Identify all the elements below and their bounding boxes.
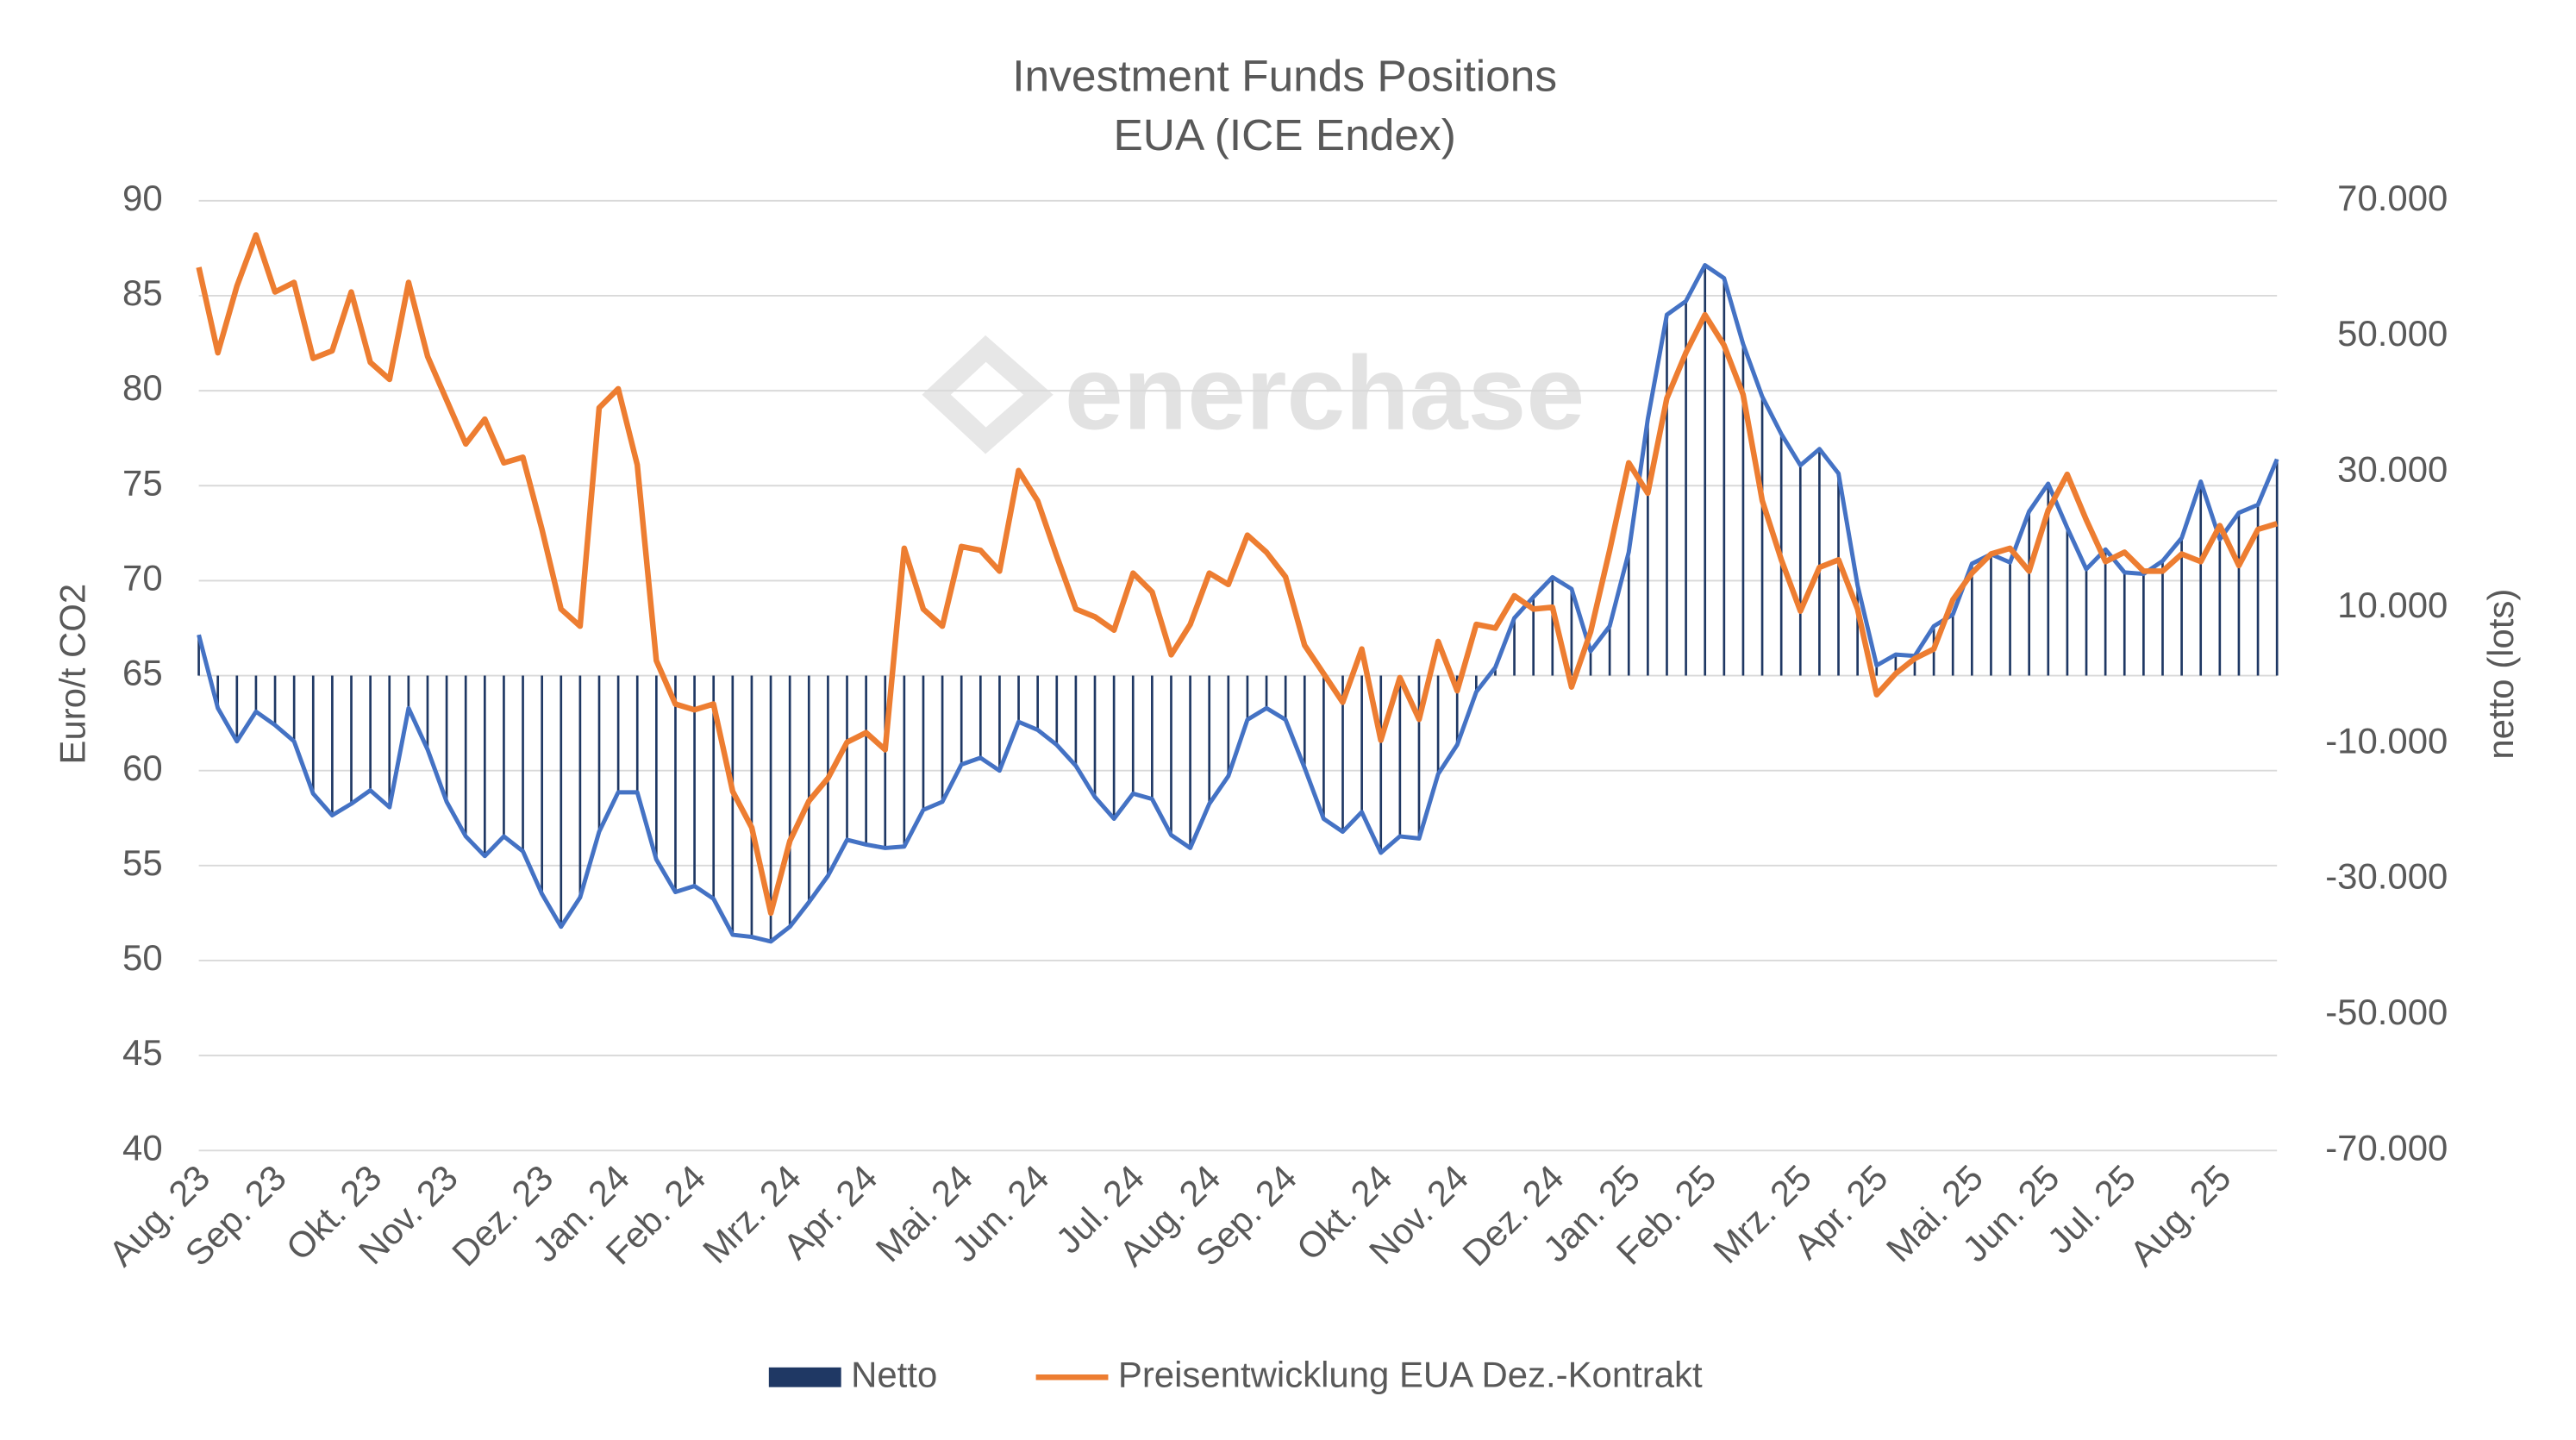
y-tick-label: 70 xyxy=(122,557,163,598)
y2-tick-label: 50.000 xyxy=(2337,313,2448,354)
line xyxy=(197,263,2279,944)
y-tick-label: 85 xyxy=(122,272,163,313)
y-tick-label: 50 xyxy=(122,937,163,978)
line xyxy=(196,232,2279,917)
y-tick-label: 55 xyxy=(122,842,163,883)
y-tick-label: 90 xyxy=(122,178,163,218)
watermark-icon xyxy=(922,335,1054,454)
y-tick-label: 80 xyxy=(122,367,163,408)
legend-swatch xyxy=(768,1367,841,1387)
legend-label: Preisentwicklung EUA Dez.-Kontrakt xyxy=(1118,1354,1703,1394)
y2-tick-label: -10.000 xyxy=(2325,720,2448,761)
y-axis-label: Euro/t CO2 xyxy=(53,584,93,765)
y2-tick-label: 70.000 xyxy=(2337,178,2448,218)
y-tick-label: 65 xyxy=(122,653,163,693)
y-tick-label: 75 xyxy=(122,462,163,503)
y2-tick-label: -70.000 xyxy=(2325,1127,2448,1168)
y2-tick-label: 10.000 xyxy=(2337,585,2448,625)
y2-axis-label: netto (lots) xyxy=(2480,589,2521,760)
y2-tick-label: -50.000 xyxy=(2325,992,2448,1032)
y-tick-label: 40 xyxy=(122,1127,163,1168)
y2-tick-label: -30.000 xyxy=(2325,856,2448,897)
y-tick-label: 60 xyxy=(122,748,163,788)
y2-tick-label: 30.000 xyxy=(2337,449,2448,490)
y-tick-label: 45 xyxy=(122,1032,163,1073)
chart-subtitle: EUA (ICE Endex) xyxy=(1114,110,1456,160)
watermark: enerchase xyxy=(1065,335,1585,452)
legend-label: Netto xyxy=(851,1354,937,1394)
watermark-logo xyxy=(922,335,1054,454)
chart-title: Investment Funds Positions xyxy=(1012,50,1557,100)
